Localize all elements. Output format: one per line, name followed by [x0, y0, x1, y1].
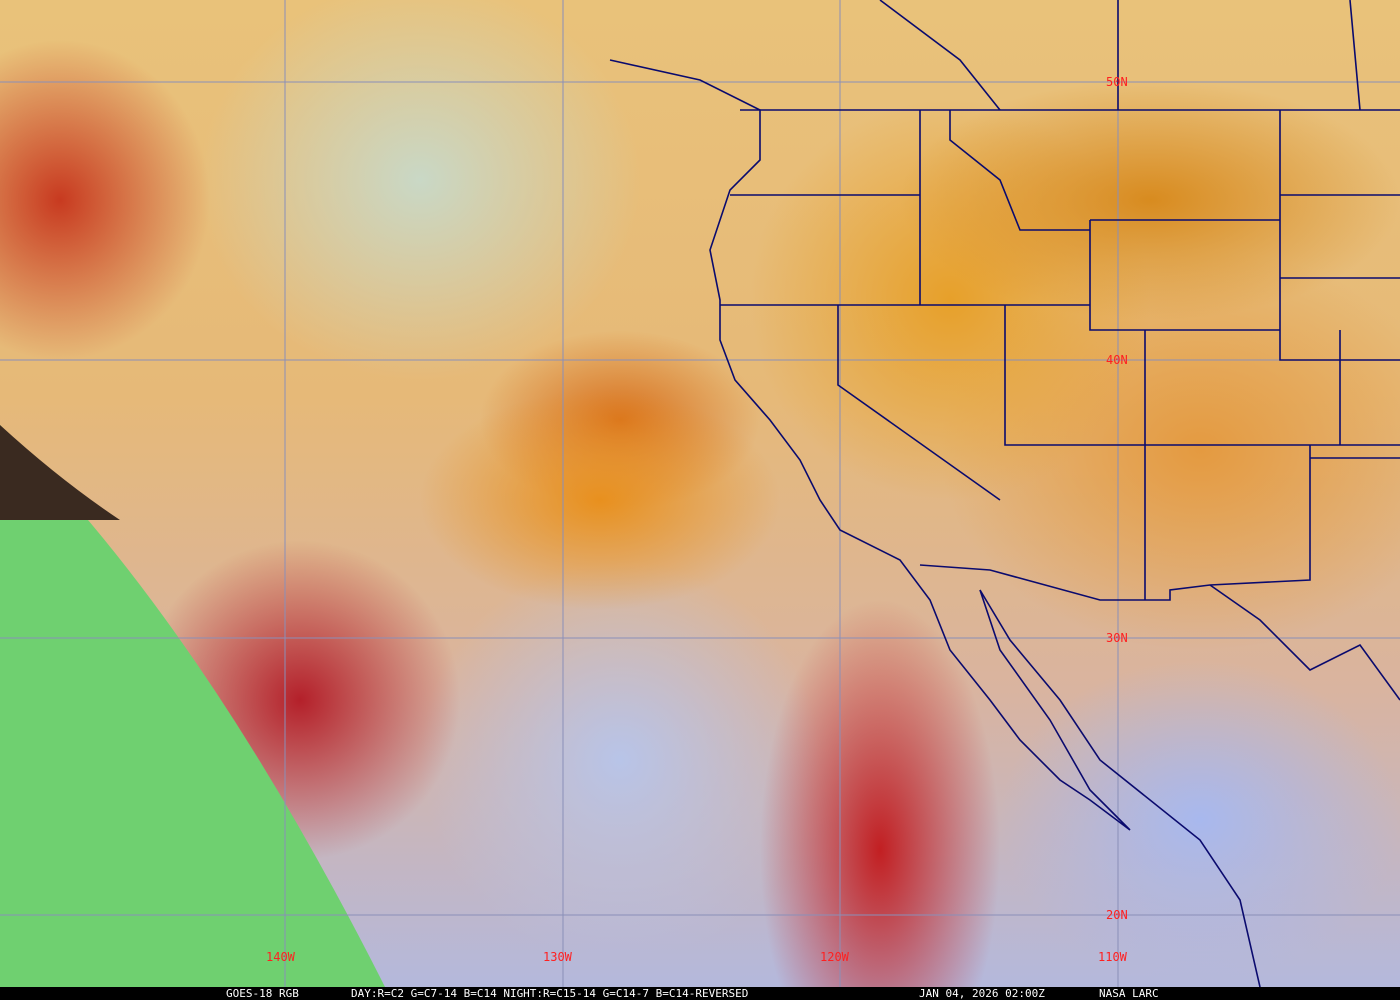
mexico-coastline: [979, 589, 1261, 987]
us-mexico-border: [919, 445, 1311, 601]
state-borders: [720, 109, 1400, 600]
grid-labels: 50N 40N 30N 20N 140W 130W 120W 110W: [266, 75, 1128, 964]
lon-label-130w: 130W: [543, 950, 573, 964]
lat-label-40n: 40N: [1106, 353, 1128, 367]
image-caption-bar: GOES-18 RGB DAY:R=C2 G=C7-14 B=C14 NIGHT…: [0, 987, 1400, 1000]
caption-satellite: GOES-18 RGB: [226, 987, 299, 1000]
lat-label-20n: 20N: [1106, 908, 1128, 922]
lat-label-50n: 50N: [1106, 75, 1128, 89]
lon-label-120w: 120W: [820, 950, 850, 964]
boundaries: [609, 0, 1400, 987]
night-dark-region: [0, 425, 120, 520]
caption-source: NASA LARC: [1099, 987, 1159, 1000]
caption-datetime: JAN 04, 2026 02:00Z: [919, 987, 1045, 1000]
lon-label-140w: 140W: [266, 950, 296, 964]
lat-label-30n: 30N: [1106, 631, 1128, 645]
us-mexico-border-east: [1209, 584, 1400, 701]
night-region: [0, 425, 385, 987]
coastline: [609, 59, 1131, 831]
lon-label-110w: 110W: [1098, 950, 1128, 964]
canada-borders: [879, 0, 1361, 111]
caption-recipe: DAY:R=C2 G=C7-14 B=C14 NIGHT:R=C15-14 G=…: [351, 987, 749, 1000]
